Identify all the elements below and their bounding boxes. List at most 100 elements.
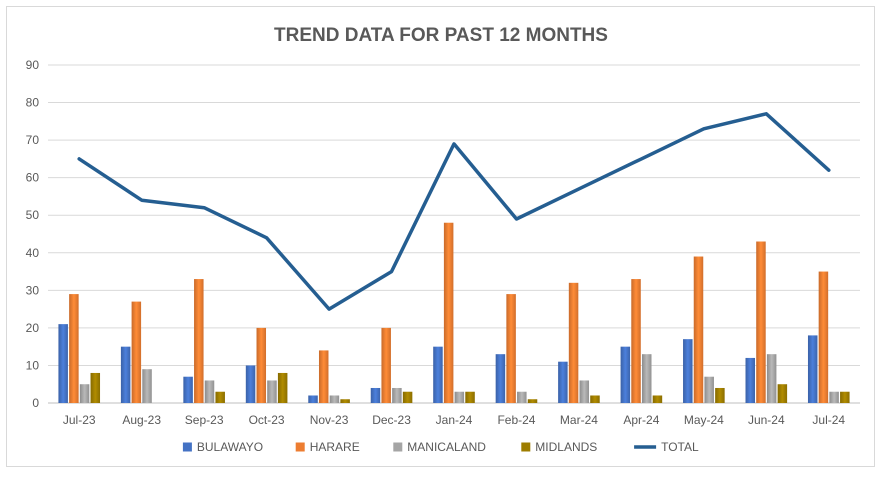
bar-manicaland-aug-23 [142,369,152,403]
bar-rect [204,380,215,403]
bar-rect [277,372,288,403]
bar-midlands-jul-23 [90,372,101,403]
bar-rect [465,391,475,403]
bar-harare-apr-24 [631,279,641,403]
bar-bulawayo-jul-23 [58,324,68,403]
bar-rect [392,387,402,403]
bar-manicaland-jul-24 [829,391,839,403]
bar-manicaland-jun-24 [766,354,777,403]
x-tick-label-feb-24: Feb-24 [497,413,535,427]
bar-rect [631,279,641,403]
x-tick-label-jul-23: Jul-23 [63,413,96,427]
bar-rect [318,350,329,403]
bar-rect [777,384,788,403]
bar-rect [443,222,454,403]
y-tick-label: 0 [32,396,39,410]
bar-rect [756,241,766,403]
y-tick-label: 20 [26,321,40,335]
bar-rect [402,391,413,403]
bar-rect [840,391,850,403]
bar-rect [652,395,663,403]
bar-rect [590,395,600,403]
y-axis: 0 10 20 30 40 50 60 70 80 90 [26,58,40,410]
y-tick-label: 40 [26,246,40,260]
bar-bulawayo-oct-23 [245,365,256,403]
bar-rect [818,271,829,403]
bar-rect [745,357,756,403]
x-tick-label-apr-24: Apr-24 [623,413,659,427]
bar-rect [58,324,68,403]
chart-frame: TREND DATA FOR PAST 12 MONTHS 0 10 20 30 40 5… [6,6,875,467]
bar-rect [454,391,465,403]
legend-item-manicaland: MANICALAND [393,440,486,454]
bar-bulawayo-feb-24 [495,354,506,403]
bar-midlands-jul-24 [840,391,850,403]
bar-bulawayo-apr-24 [620,346,631,403]
x-tick-label-jun-24: Jun-24 [748,413,785,427]
bar-rect [715,387,725,403]
bar-bulawayo-mar-24 [558,361,568,403]
y-tick-label: 90 [26,58,40,72]
bar-midlands-apr-24 [652,395,663,403]
legend-label: TOTAL [661,440,699,454]
bar-harare-nov-23 [318,350,329,403]
bar-rect [433,346,443,403]
bar-bulawayo-sep-23 [183,376,193,403]
bar-rect [517,391,527,403]
bar-rect [267,380,277,403]
bar-manicaland-sep-23 [204,380,215,403]
bar-manicaland-feb-24 [517,391,527,403]
bar-harare-jan-24 [443,222,454,403]
bar-midlands-nov-23 [340,399,350,403]
bar-harare-oct-23 [256,327,267,403]
x-tick-label-jan-24: Jan-24 [436,413,473,427]
bar-rect [194,279,204,403]
bar-rect [329,395,340,403]
bar-midlands-oct-23 [277,372,288,403]
x-tick-label-nov-23: Nov-23 [310,413,349,427]
bar-manicaland-oct-23 [267,380,277,403]
bar-midlands-mar-24 [590,395,600,403]
bar-rect [370,387,381,403]
bar-rect [120,346,131,403]
legend-item-bulawayo: BULAWAYO [182,440,263,454]
x-tick-label-jul-24: Jul-24 [812,413,845,427]
bar-midlands-dec-23 [402,391,413,403]
x-tick-label-dec-23: Dec-23 [372,413,411,427]
bar-rect [495,354,506,403]
y-tick-label: 80 [26,96,40,110]
bar-manicaland-apr-24 [641,354,652,403]
bar-manicaland-may-24 [704,376,714,403]
y-tick-label: 30 [26,283,40,297]
bar-rect [256,327,267,403]
legend: BULAWAYO HARARE MANICALAND MIDLANDS TOTAL [182,440,699,454]
bar-manicaland-dec-23 [392,387,402,403]
legend-item-total: TOTAL [634,440,699,454]
x-tick-label-sep-23: Sep-23 [185,413,224,427]
bar-midlands-jan-24 [465,391,475,403]
legend-label: MIDLANDS [535,440,597,454]
bar-bulawayo-nov-23 [308,395,318,403]
gridlines [48,64,860,404]
bar-rect [308,395,318,403]
bar-rect [568,282,579,403]
bar-rect [79,384,90,403]
bar-harare-jul-23 [69,294,79,403]
bar-rect [90,372,101,403]
x-tick-label-mar-24: Mar-24 [560,413,598,427]
bar-rect [641,354,652,403]
bar-harare-feb-24 [506,294,516,403]
bar-rect [527,399,538,403]
bar-rect [620,346,631,403]
bar-bulawayo-jan-24 [433,346,443,403]
bar-rect [704,376,714,403]
bar-rect [340,399,350,403]
bar-rect [506,294,516,403]
bar-rect [69,294,79,403]
bar-rect [131,301,142,403]
bar-bulawayo-aug-23 [120,346,131,403]
bar-manicaland-mar-24 [579,380,590,403]
x-tick-label-oct-23: Oct-23 [249,413,285,427]
bar-manicaland-jan-24 [454,391,465,403]
bars [58,222,850,403]
